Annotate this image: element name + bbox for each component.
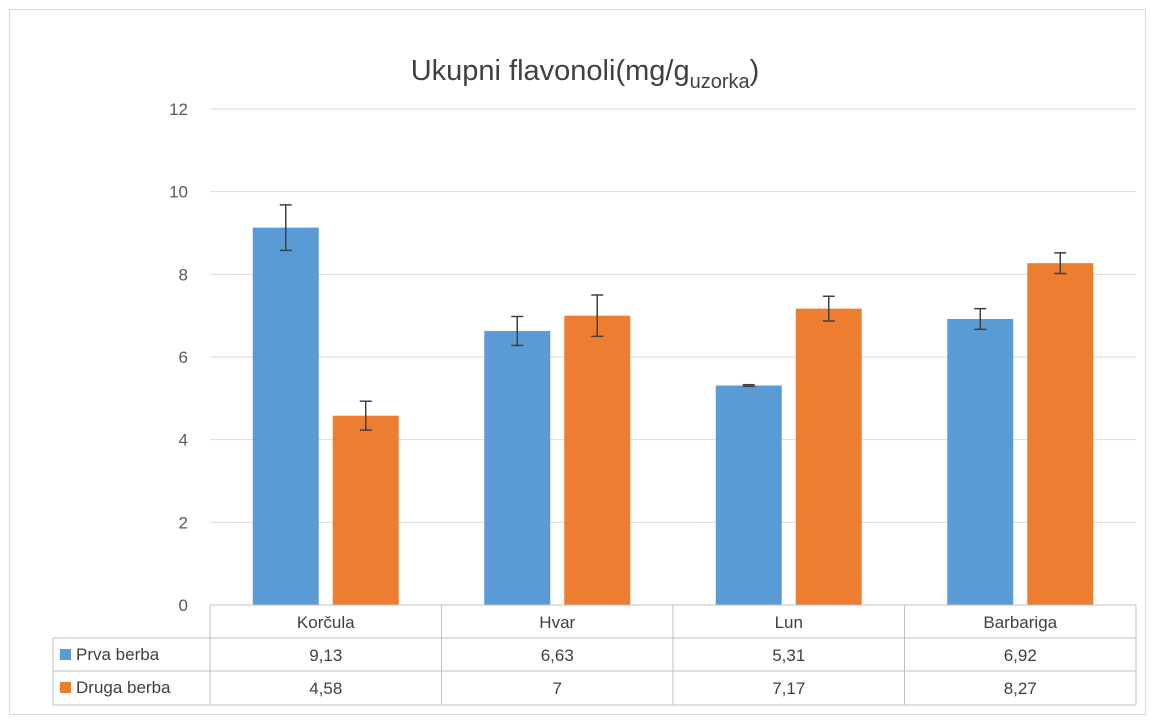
data-label: 4,58 xyxy=(309,679,342,698)
data-label: 9,13 xyxy=(309,646,342,665)
category-label: Barbariga xyxy=(983,613,1057,632)
error-bars xyxy=(279,204,1067,431)
y-tick-label: 8 xyxy=(179,265,188,284)
chart-frame: Ukupni flavonoli(mg/guzorka) 0 2 4 6 8 10 12 K… xyxy=(9,9,1146,715)
bar xyxy=(332,415,399,605)
y-tick-label: 12 xyxy=(169,100,188,119)
bars xyxy=(252,227,1094,606)
legend-swatch xyxy=(60,649,71,660)
data-label: 7 xyxy=(553,679,562,698)
data-label: 7,17 xyxy=(772,679,805,698)
bar xyxy=(252,227,319,606)
legend-label: Prva berba xyxy=(76,645,160,664)
y-tick-label: 10 xyxy=(169,183,188,202)
bar xyxy=(715,385,782,605)
data-label: 5,31 xyxy=(772,646,805,665)
category-label: Hvar xyxy=(539,613,575,632)
bar xyxy=(947,318,1014,605)
data-label: 8,27 xyxy=(1004,679,1037,698)
y-tick-label: 6 xyxy=(179,348,188,367)
bar xyxy=(795,308,862,605)
bar xyxy=(564,315,631,605)
category-label: Lun xyxy=(775,613,803,632)
legend-label: Druga berba xyxy=(76,678,171,697)
y-tick-label: 2 xyxy=(179,513,188,532)
y-tick-label: 4 xyxy=(179,431,188,450)
y-axis-tick-labels: 0 2 4 6 8 10 12 xyxy=(169,100,188,615)
bar-chart: Ukupni flavonoli(mg/guzorka) 0 2 4 6 8 10 12 K… xyxy=(52,55,1137,706)
bar xyxy=(1027,263,1094,605)
data-label: 6,63 xyxy=(541,646,574,665)
bar xyxy=(484,330,551,605)
data-label: 6,92 xyxy=(1004,646,1037,665)
category-label: Korčula xyxy=(297,613,355,632)
y-tick-label: 0 xyxy=(179,596,188,615)
chart-title: Ukupni flavonoli(mg/guzorka) xyxy=(411,55,760,93)
legend-swatch xyxy=(60,682,71,693)
data-table: Korčula Hvar Lun Barbariga Prva berba 9,13 6,6… xyxy=(52,604,1137,706)
